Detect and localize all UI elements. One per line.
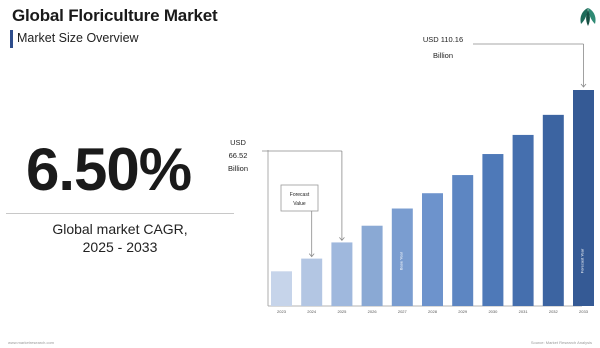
x-tick-label-2029: 2029 (458, 309, 468, 314)
bar-2023 (271, 271, 292, 306)
x-tick-label-2027: 2027 (398, 309, 408, 314)
forecast-box-text-1: Forecast (290, 192, 310, 198)
bar-2027 (391, 208, 413, 306)
start-callout-text-1: USD (230, 138, 246, 147)
bar-2031 (512, 134, 534, 306)
bar-2029 (452, 175, 474, 306)
x-tick-label-2031: 2031 (519, 309, 529, 314)
x-tick-label-2030: 2030 (488, 309, 498, 314)
cagr-divider (6, 213, 234, 214)
footer-source-note: Source: Market Research Analysis (530, 340, 592, 345)
forecast-box-text-2: Value (293, 201, 306, 207)
footer-source-url: www.marketresearch.com (8, 340, 55, 345)
x-tick-label-2033: 2033 (579, 309, 589, 314)
end-callout-arrowhead (580, 83, 587, 88)
start-callout-arrowhead (339, 237, 345, 242)
cagr-label-line1: Global market CAGR, (52, 221, 188, 237)
x-tick-label-2023: 2023 (277, 309, 287, 314)
forecast-box-arrowhead (308, 253, 315, 258)
cagr-label-line2: 2025 - 2033 (82, 239, 158, 255)
x-tick-label-2024: 2024 (307, 309, 317, 314)
cagr-value: 6.50% (26, 136, 192, 203)
cagr-label: Global market CAGR, 2025 - 2033 (0, 220, 240, 256)
logo-leaf-left (580, 8, 588, 24)
page-title: Global Floriculture Market (12, 6, 218, 25)
bar-2030 (482, 154, 504, 306)
logo-leaf-center (586, 10, 590, 26)
bar-inner-label-0: Base Year (398, 251, 403, 270)
page-subtitle: Market Size Overview (17, 31, 139, 45)
x-tick-label-2028: 2028 (428, 309, 438, 314)
bar-2026 (361, 225, 383, 306)
bar-inner-label-1: Forecast Year (580, 248, 585, 273)
brand-leaf-icon (580, 8, 596, 26)
bar-2025 (331, 242, 353, 306)
forecast-value-box (280, 184, 319, 212)
start-callout-text-3: Billion (228, 164, 248, 173)
x-tick-label-2026: 2026 (368, 309, 378, 314)
x-tick-label-2032: 2032 (549, 309, 559, 314)
bar-2024 (301, 258, 323, 306)
bar-2032 (542, 114, 564, 307)
end-callout-text-2: Billion (433, 51, 453, 60)
title-accent-bar (10, 30, 13, 48)
end-callout-text-1: USD 110.16 (423, 35, 463, 44)
bar-2033 (573, 90, 594, 306)
bar-2028 (422, 193, 443, 306)
logo-leaf-right (588, 8, 596, 24)
x-tick-label-2025: 2025 (337, 309, 347, 314)
start-callout-text-2: 66.52 (229, 151, 248, 160)
